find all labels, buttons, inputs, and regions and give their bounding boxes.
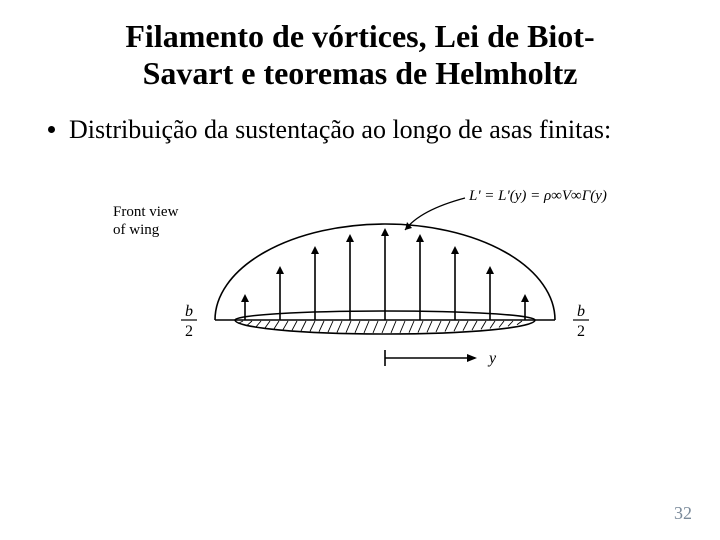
svg-text:of wing: of wing — [113, 222, 160, 238]
bullet-dot-icon — [48, 126, 55, 133]
slide-title: Filamento de vórtices, Lei de Biot- Sava… — [48, 18, 672, 92]
page-number: 32 — [674, 503, 692, 524]
title-line-1: Filamento de vórtices, Lei de Biot- — [125, 18, 594, 54]
svg-text:L' = L'(y) = ρ∞V∞Γ(y): L' = L'(y) = ρ∞V∞Γ(y) — [468, 188, 607, 204]
bullet-item: Distribuição da sustentação ao longo de … — [48, 114, 672, 147]
bullet-text: Distribuição da sustentação ao longo de … — [69, 114, 611, 147]
svg-text:b: b — [577, 303, 585, 320]
title-line-2: Savart e teoremas de Helmholtz — [143, 55, 578, 91]
svg-text:2: 2 — [185, 323, 193, 340]
svg-text:b: b — [185, 303, 193, 320]
svg-text:y: y — [487, 350, 497, 367]
svg-text:Front view: Front view — [113, 204, 179, 220]
figure-svg: y Front view of wing L' = L'(y) = ρ∞V∞Γ(y) b… — [105, 180, 615, 380]
lift-distribution-figure: y Front view of wing L' = L'(y) = ρ∞V∞Γ(y) b… — [105, 180, 615, 380]
svg-text:2: 2 — [577, 323, 585, 340]
